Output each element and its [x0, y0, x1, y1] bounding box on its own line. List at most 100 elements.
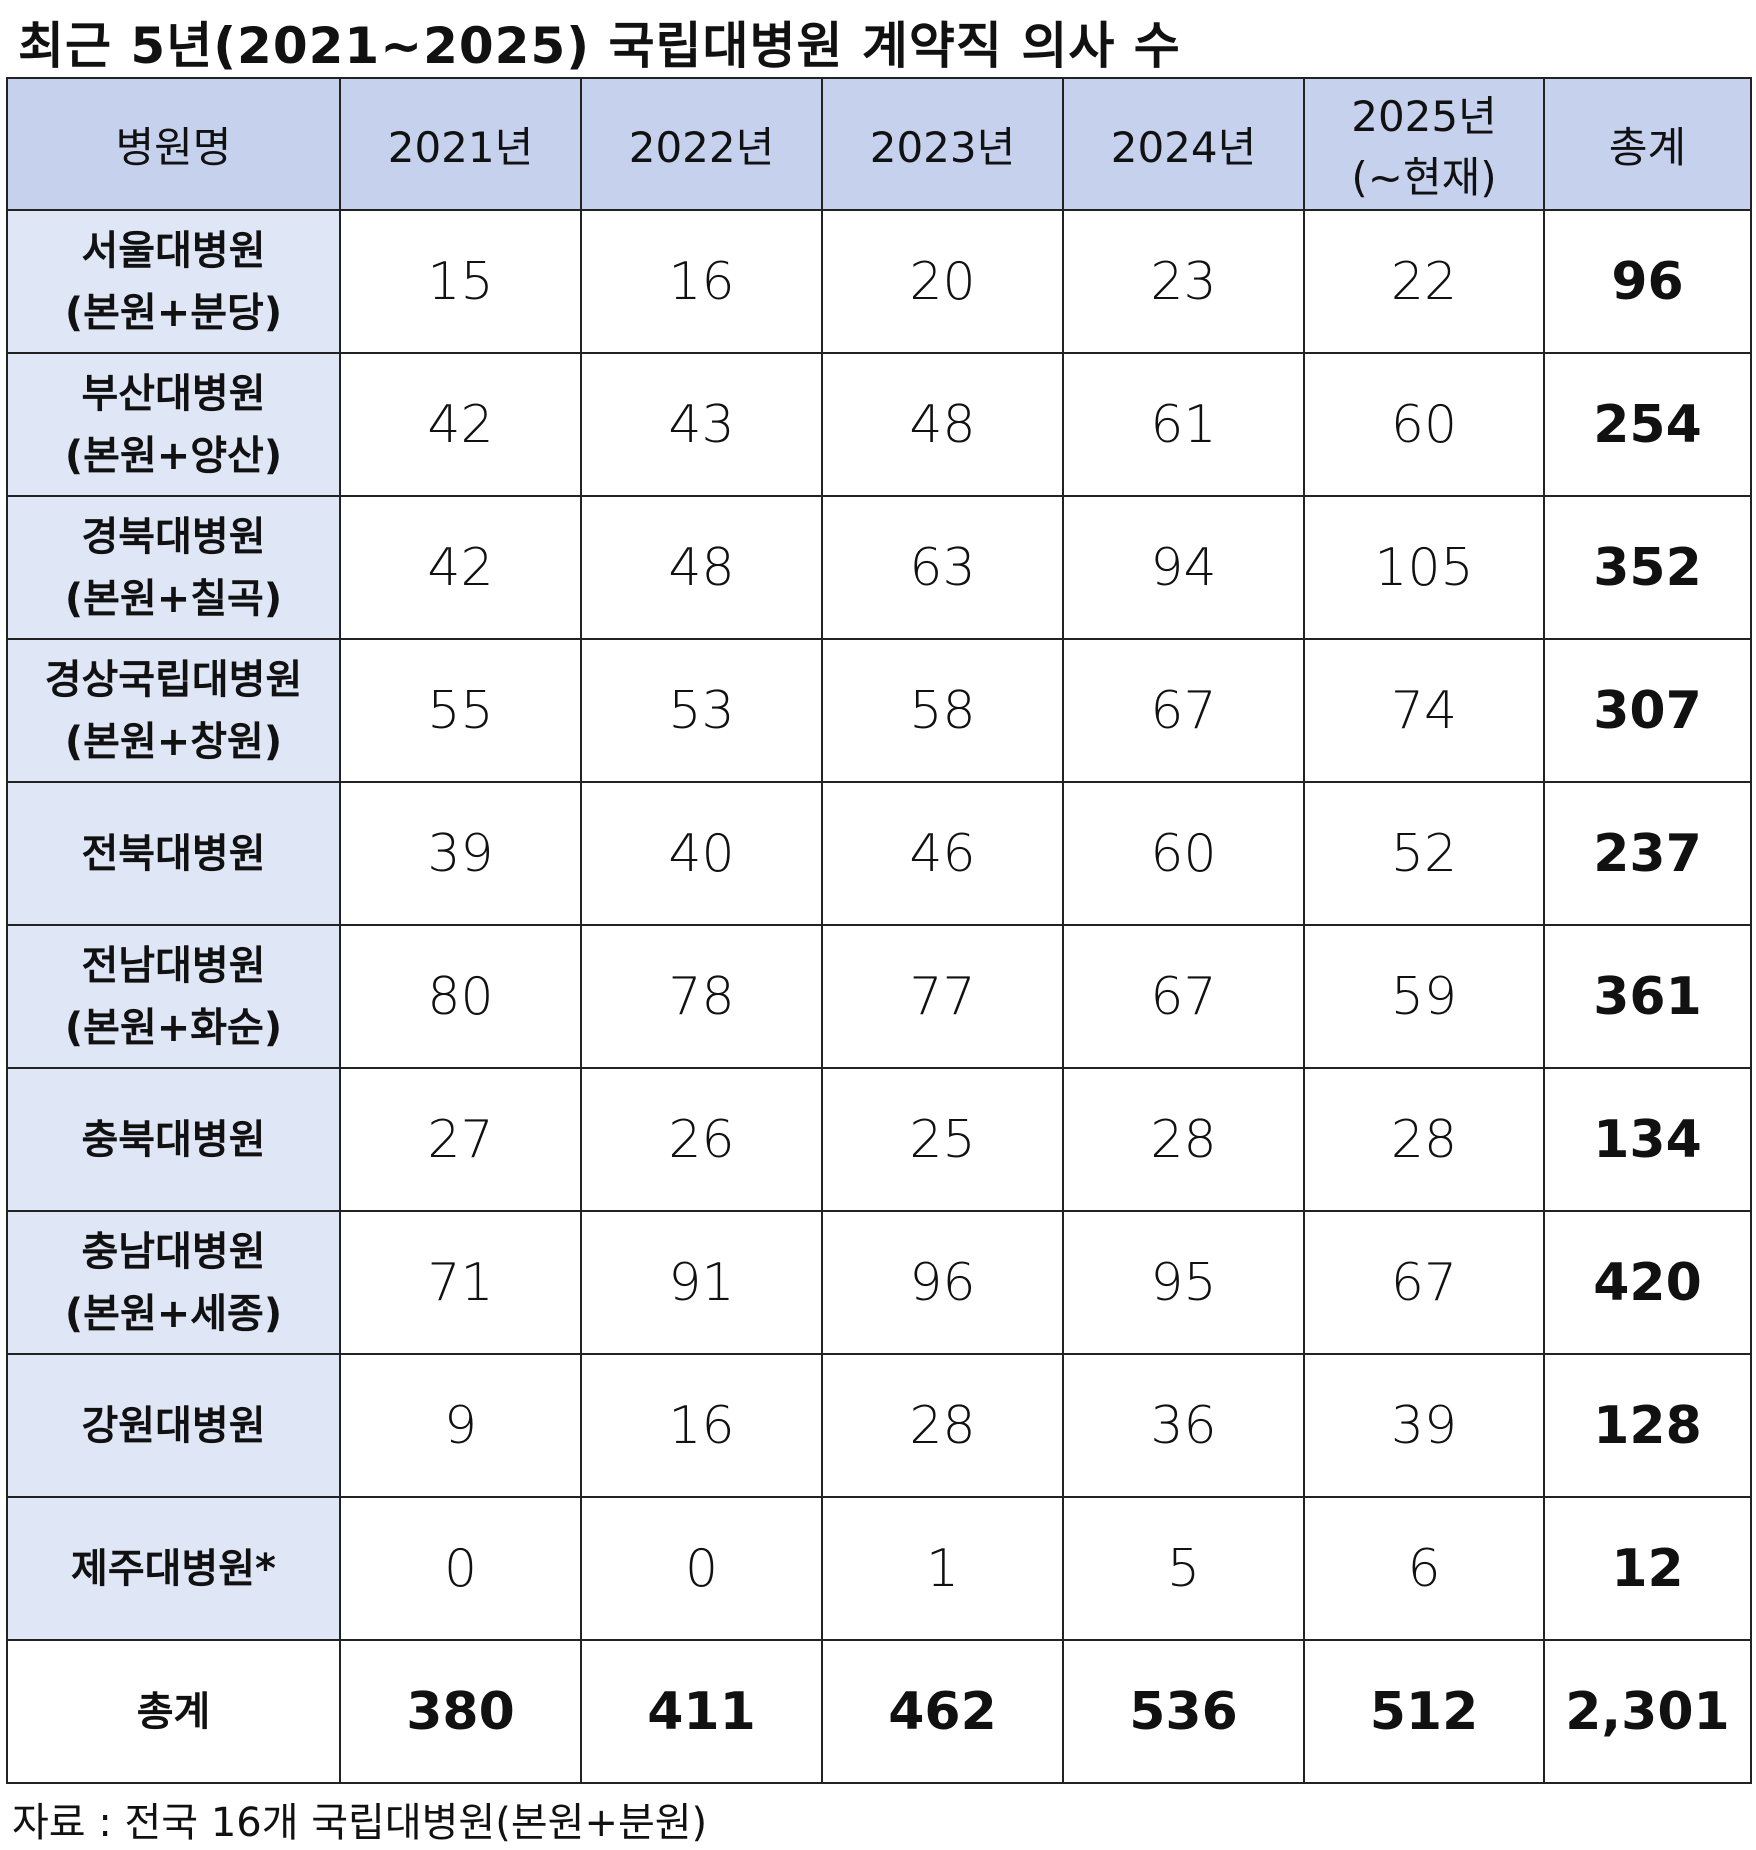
hospital-name: 전북대병원	[6, 781, 341, 926]
cell-line: 2025년	[1351, 92, 1497, 141]
header-cell: 총계	[1543, 77, 1752, 211]
value-cell: 22	[1303, 209, 1545, 354]
table-row: 서울대병원 (본원+분당) 15 16 20 23 22 96	[6, 209, 1752, 354]
hospital-name: 총계	[6, 1639, 341, 1784]
cell-line: 충남대병원	[81, 1228, 266, 1275]
table-row: 전남대병원 (본원+화순) 80 78 77 67 59 361	[6, 924, 1752, 1069]
value-cell: 48	[821, 352, 1064, 497]
cell-line: 병원명	[115, 122, 232, 172]
cell-line: 경북대병원	[81, 513, 266, 560]
cell-line: 서울대병원	[81, 227, 266, 274]
hospital-name: 경북대병원 (본원+칠곡)	[6, 495, 341, 640]
hospital-name: 경상국립대병원 (본원+창원)	[6, 638, 341, 783]
hospital-name: 충남대병원 (본원+세종)	[6, 1210, 341, 1355]
cell-line: 2023년	[869, 122, 1016, 172]
cell-line: 제주대병원*	[71, 1545, 276, 1592]
value-cell: 462	[821, 1639, 1064, 1784]
hospital-name: 강원대병원	[6, 1353, 341, 1498]
value-cell: 77	[821, 924, 1064, 1069]
value-cell: 36	[1062, 1353, 1305, 1498]
table-row: 경북대병원 (본원+칠곡) 42 48 63 94 105 352	[6, 495, 1752, 640]
value-cell: 39	[1303, 1353, 1545, 1498]
cell-line: 2022년	[628, 122, 775, 172]
total-cell: 420	[1543, 1210, 1752, 1355]
value-cell: 5	[1062, 1496, 1305, 1641]
total-cell: 2,301	[1543, 1639, 1752, 1784]
data-table: 병원명 2021년 2022년 2023년 2024년 2025년 (~현재) 총계 서울대병…	[6, 77, 1752, 1784]
table-row: 전북대병원 39 40 46 60 52 237	[6, 781, 1752, 926]
cell-line: 부산대병원	[81, 370, 266, 417]
total-cell: 361	[1543, 924, 1752, 1069]
value-cell: 16	[580, 209, 823, 354]
value-cell: 52	[1303, 781, 1545, 926]
table-row: 총계 380 411 462 536 512 2,301	[6, 1639, 1752, 1784]
cell-line: 총계	[1608, 122, 1687, 172]
value-cell: 20	[821, 209, 1064, 354]
total-cell: 12	[1543, 1496, 1752, 1641]
cell-line: (본원+양산)	[64, 432, 283, 479]
cell-line: (본원+분당)	[64, 289, 283, 336]
value-cell: 6	[1303, 1496, 1545, 1641]
cell-line: 총계	[136, 1688, 211, 1735]
table-row: 경상국립대병원 (본원+창원) 55 53 58 67 74 307	[6, 638, 1752, 783]
value-cell: 67	[1062, 924, 1305, 1069]
value-cell: 0	[580, 1496, 823, 1641]
value-cell: 28	[1303, 1067, 1545, 1212]
value-cell: 58	[821, 638, 1064, 783]
header-cell: 2022년	[580, 77, 823, 211]
table-row: 부산대병원 (본원+양산) 42 43 48 61 60 254	[6, 352, 1752, 497]
total-cell: 254	[1543, 352, 1752, 497]
value-cell: 512	[1303, 1639, 1545, 1784]
header-cell: 2021년	[339, 77, 582, 211]
value-cell: 46	[821, 781, 1064, 926]
header-cell: 병원명	[6, 77, 341, 211]
value-cell: 26	[580, 1067, 823, 1212]
total-cell: 352	[1543, 495, 1752, 640]
value-cell: 63	[821, 495, 1064, 640]
value-cell: 42	[339, 495, 582, 640]
table-row: 충북대병원 27 26 25 28 28 134	[6, 1067, 1752, 1212]
table-row: 강원대병원 9 16 28 36 39 128	[6, 1353, 1752, 1498]
hospital-name: 부산대병원 (본원+양산)	[6, 352, 341, 497]
value-cell: 95	[1062, 1210, 1305, 1355]
cell-line: (본원+화순)	[64, 1004, 283, 1051]
value-cell: 536	[1062, 1639, 1305, 1784]
cell-line: 경상국립대병원	[44, 656, 303, 703]
total-cell: 96	[1543, 209, 1752, 354]
value-cell: 39	[339, 781, 582, 926]
table-row: 충남대병원 (본원+세종) 71 91 96 95 67 420	[6, 1210, 1752, 1355]
value-cell: 53	[580, 638, 823, 783]
hospital-name: 제주대병원*	[6, 1496, 341, 1641]
header-cell: 2025년 (~현재)	[1303, 77, 1545, 211]
value-cell: 71	[339, 1210, 582, 1355]
cell-line: 충북대병원	[81, 1116, 266, 1163]
hospital-name: 전남대병원 (본원+화순)	[6, 924, 341, 1069]
value-cell: 0	[339, 1496, 582, 1641]
value-cell: 380	[339, 1639, 582, 1784]
value-cell: 23	[1062, 209, 1305, 354]
value-cell: 55	[339, 638, 582, 783]
value-cell: 1	[821, 1496, 1064, 1641]
table-body: 서울대병원 (본원+분당) 15 16 20 23 22 96 부산대병원 (본원+양산) 42 43…	[6, 209, 1752, 1784]
cell-line: (~현재)	[1351, 153, 1497, 202]
value-cell: 67	[1062, 638, 1305, 783]
cell-line: (본원+세종)	[64, 1290, 283, 1337]
total-cell: 134	[1543, 1067, 1752, 1212]
cell-line: 강원대병원	[81, 1402, 266, 1449]
cell-line: 2024년	[1110, 122, 1257, 172]
header-cell: 2024년	[1062, 77, 1305, 211]
value-cell: 67	[1303, 1210, 1545, 1355]
value-cell: 91	[580, 1210, 823, 1355]
value-cell: 78	[580, 924, 823, 1069]
value-cell: 80	[339, 924, 582, 1069]
cell-line: 2021년	[387, 122, 534, 172]
value-cell: 94	[1062, 495, 1305, 640]
cell-line: (본원+칠곡)	[64, 575, 283, 622]
total-cell: 307	[1543, 638, 1752, 783]
value-cell: 411	[580, 1639, 823, 1784]
value-cell: 28	[821, 1353, 1064, 1498]
value-cell: 60	[1303, 352, 1545, 497]
value-cell: 59	[1303, 924, 1545, 1069]
cell-line: 전북대병원	[81, 830, 266, 877]
